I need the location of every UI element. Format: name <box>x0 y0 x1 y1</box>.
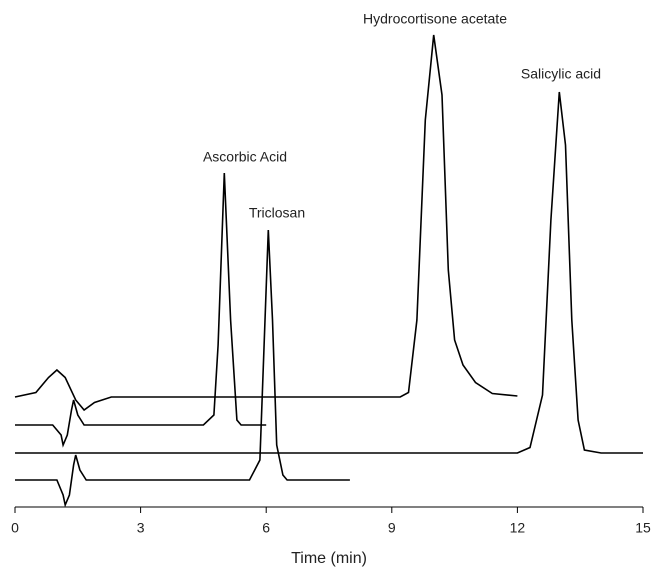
trace <box>15 172 267 448</box>
x-tick-label: 12 <box>510 520 526 536</box>
x-tick-label: 3 <box>137 520 145 536</box>
trace <box>14 34 518 412</box>
trace <box>15 229 350 508</box>
x-tick-label: 15 <box>635 520 651 536</box>
x-tick-label: 9 <box>388 520 396 536</box>
x-tick-label: 0 <box>11 520 19 536</box>
peak-label: Triclosan <box>249 205 305 221</box>
peak-label: Hydrocortisone acetate <box>363 11 507 27</box>
x-tick-label: 6 <box>262 520 270 536</box>
trace <box>15 91 643 454</box>
x-axis-label: Time (min) <box>291 550 367 567</box>
peak-label: Salicylic acid <box>521 66 601 82</box>
peak-label: Ascorbic Acid <box>203 149 287 165</box>
